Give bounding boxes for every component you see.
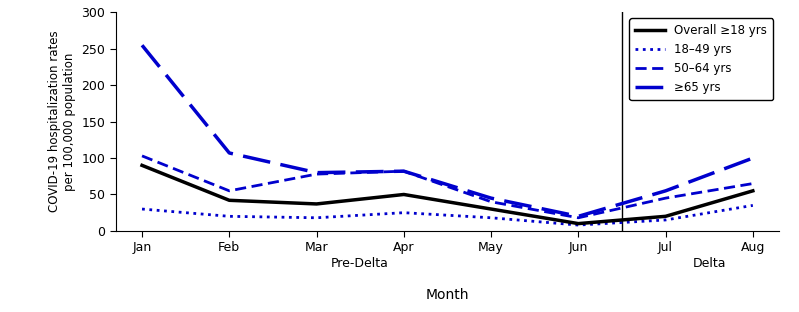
Legend: Overall ≥18 yrs, 18–49 yrs, 50–64 yrs, ≥65 yrs: Overall ≥18 yrs, 18–49 yrs, 50–64 yrs, ≥…: [630, 18, 773, 100]
Text: Pre-Delta: Pre-Delta: [332, 257, 389, 270]
Text: Month: Month: [426, 288, 469, 302]
Y-axis label: COVID-19 hospitalization rates
per 100,000 population: COVID-19 hospitalization rates per 100,0…: [48, 31, 76, 212]
Text: Delta: Delta: [693, 257, 726, 270]
